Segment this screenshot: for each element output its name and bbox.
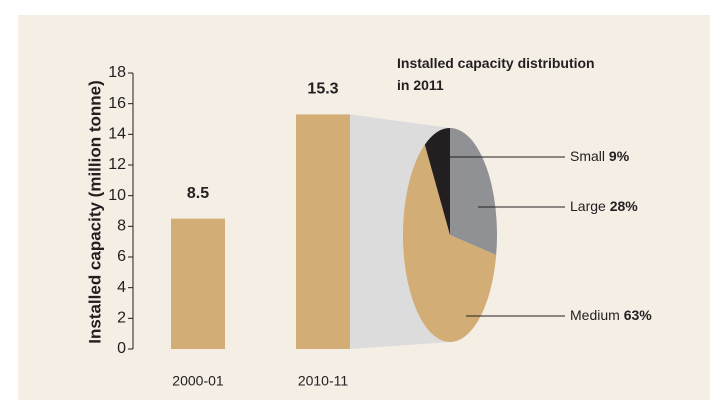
pie-slice (424, 128, 450, 235)
bar (296, 114, 350, 350)
value-label: 15.3 (307, 81, 338, 98)
slice-value-label: 9% (609, 148, 630, 164)
value-label: 8.5 (187, 185, 209, 202)
x-tick-label: 2000-01 (172, 373, 224, 389)
y-tick-label: 10 (108, 187, 126, 204)
bar (171, 218, 225, 349)
slice-value-label: 28% (610, 198, 639, 214)
pie-slice (450, 128, 498, 256)
pie-title: Installed capacity distribution in 2011 (397, 55, 595, 93)
y-tick-label: 12 (108, 156, 126, 173)
y-tick-label: 4 (117, 279, 126, 296)
y-tick-label: 2 (117, 310, 126, 327)
y-tick-label: 8 (117, 218, 126, 235)
slice-label: Large 28% (570, 198, 638, 214)
slice-value-label: 63% (624, 307, 653, 323)
y-axis-label: Installed capacity (million tonne) (85, 80, 104, 344)
slice-name: Small (570, 148, 605, 164)
y-tick-label: 6 (117, 248, 126, 265)
slice-label: Small 9% (570, 148, 630, 164)
slice-label: Medium 63% (570, 307, 652, 323)
slice-name: Large (570, 198, 606, 214)
y-tick-label: 18 (108, 64, 126, 81)
x-tick-label: 2010-11 (298, 373, 349, 389)
slice-name: Medium (570, 307, 620, 323)
y-tick-label: 0 (117, 340, 126, 357)
pie-slice (402, 144, 497, 343)
y-tick-label: 14 (108, 126, 126, 143)
y-tick-label: 16 (108, 95, 126, 112)
